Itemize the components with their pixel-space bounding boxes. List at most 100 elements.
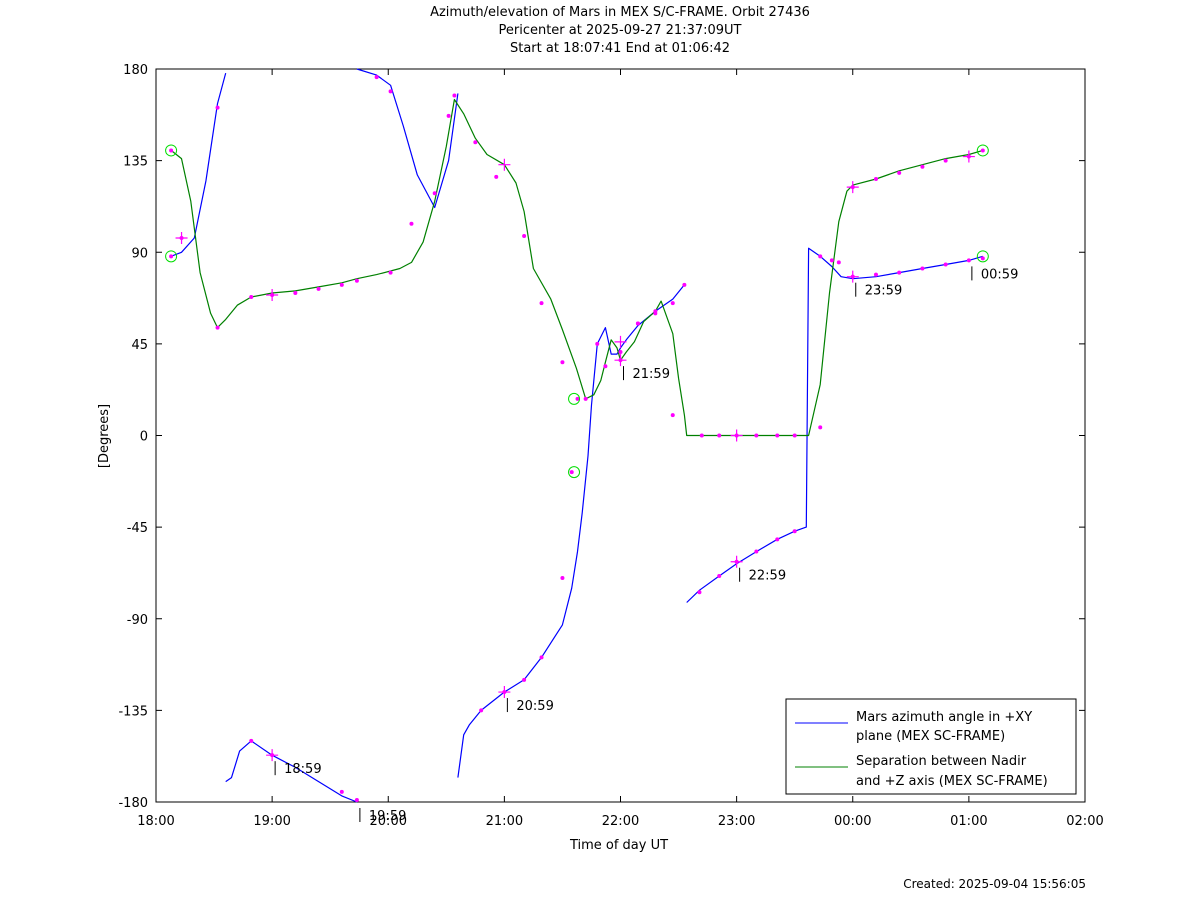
- separation-line: [170, 98, 983, 437]
- y-tick-label: 180: [123, 63, 148, 78]
- hour-marker: [614, 354, 627, 367]
- data-point: [452, 93, 457, 98]
- azimuth-line: [356, 68, 459, 209]
- legend-label-separation-2: and +Z axis (MEX SC-FRAME): [856, 774, 1048, 789]
- hour-marker: [730, 429, 743, 442]
- hour-marker: [266, 289, 279, 302]
- x-tick-label: 23:00: [718, 814, 755, 829]
- time-annotation: 19:59: [369, 809, 406, 824]
- data-point: [943, 158, 948, 163]
- endpoint-marker: [165, 144, 178, 157]
- hour-marker: [175, 231, 188, 244]
- data-point: [682, 282, 687, 287]
- data-point: [873, 176, 878, 181]
- data-point: [539, 655, 544, 660]
- chart-title-line-3: Start at 18:07:41 End at 01:06:42: [509, 41, 731, 56]
- data-point: [966, 258, 971, 263]
- data-point: [339, 789, 344, 794]
- data-point: [717, 573, 722, 578]
- data-point: [836, 260, 841, 265]
- endpoint-marker: [165, 250, 178, 263]
- data-point: [560, 360, 565, 365]
- time-annotation: 21:59: [633, 367, 670, 382]
- data-point: [409, 221, 414, 226]
- data-point: [354, 278, 359, 283]
- y-tick-label: -45: [127, 521, 148, 536]
- data-point: [374, 75, 379, 80]
- legend-label-azimuth-2: plane (MEX SC-FRAME): [856, 729, 1005, 744]
- x-tick-label: 22:00: [602, 814, 639, 829]
- y-tick-label: -180: [118, 796, 148, 811]
- endpoint-marker: [568, 392, 581, 405]
- data-point: [169, 148, 174, 153]
- endpoint-marker: [976, 144, 989, 157]
- data-point: [569, 470, 574, 475]
- x-tick-label: 18:00: [137, 814, 174, 829]
- data-point: [479, 708, 484, 713]
- data-point: [920, 164, 925, 169]
- data-point: [653, 311, 658, 316]
- data-point: [980, 256, 985, 261]
- data-point: [583, 396, 588, 401]
- data-point: [897, 270, 902, 275]
- chart-title-line-2: Pericenter at 2025-09-27 21:37:09UT: [498, 23, 742, 38]
- hour-marker: [846, 181, 859, 194]
- data-point: [249, 738, 254, 743]
- hour-marker: [846, 270, 859, 283]
- data-point: [699, 433, 704, 438]
- x-tick-label: 02:00: [1066, 814, 1103, 829]
- chart-title-line-1: Azimuth/elevation of Mars in MEX S/C-FRA…: [430, 5, 810, 20]
- data-point: [670, 413, 675, 418]
- data-point: [897, 170, 902, 175]
- data-point: [818, 425, 823, 430]
- data-point: [873, 272, 878, 277]
- data-point: [169, 254, 174, 259]
- data-point: [388, 89, 393, 94]
- data-point: [829, 258, 834, 263]
- data-point: [339, 282, 344, 287]
- hour-marker: [498, 158, 511, 171]
- x-tick-label: 01:00: [950, 814, 987, 829]
- data-point: [697, 590, 702, 595]
- data-point: [473, 140, 478, 145]
- data-point: [635, 321, 640, 326]
- data-point: [980, 148, 985, 153]
- data-point: [293, 290, 298, 295]
- y-tick-label: 0: [140, 430, 148, 445]
- y-tick-label: -90: [127, 613, 148, 628]
- legend-label-azimuth-1: Mars azimuth angle in +XY: [856, 710, 1032, 725]
- data-point: [618, 350, 623, 355]
- data-point: [388, 270, 393, 275]
- data-point: [818, 254, 823, 259]
- time-annotation: 18:59: [284, 762, 321, 777]
- plot-frame: [155, 68, 1086, 803]
- time-annotation: 22:59: [749, 569, 786, 584]
- time-annotation: 00:59: [981, 267, 1018, 282]
- hour-marker: [614, 335, 627, 348]
- hour-marker: [962, 150, 975, 163]
- data-point: [717, 433, 722, 438]
- data-point: [215, 105, 220, 110]
- data-point: [249, 295, 254, 300]
- data-point: [775, 537, 780, 542]
- data-point: [522, 677, 527, 682]
- legend-label-separation-1: Separation between Nadir: [856, 754, 1027, 769]
- y-tick-label: 90: [131, 246, 148, 261]
- data-point: [754, 433, 759, 438]
- data-point: [754, 549, 759, 554]
- azimuth-line: [686, 247, 983, 603]
- hour-marker: [266, 749, 279, 762]
- data-point: [943, 262, 948, 267]
- data-point: [595, 341, 600, 346]
- x-tick-label: 19:00: [253, 814, 290, 829]
- y-tick-label: -135: [118, 704, 148, 719]
- data-point: [539, 301, 544, 306]
- data-point: [432, 191, 437, 196]
- data-point: [603, 364, 608, 369]
- x-tick-label: 00:00: [834, 814, 871, 829]
- endpoint-marker: [976, 250, 989, 263]
- y-tick-label: 45: [131, 338, 148, 353]
- data-point: [494, 174, 499, 179]
- time-annotation: 20:59: [516, 699, 553, 714]
